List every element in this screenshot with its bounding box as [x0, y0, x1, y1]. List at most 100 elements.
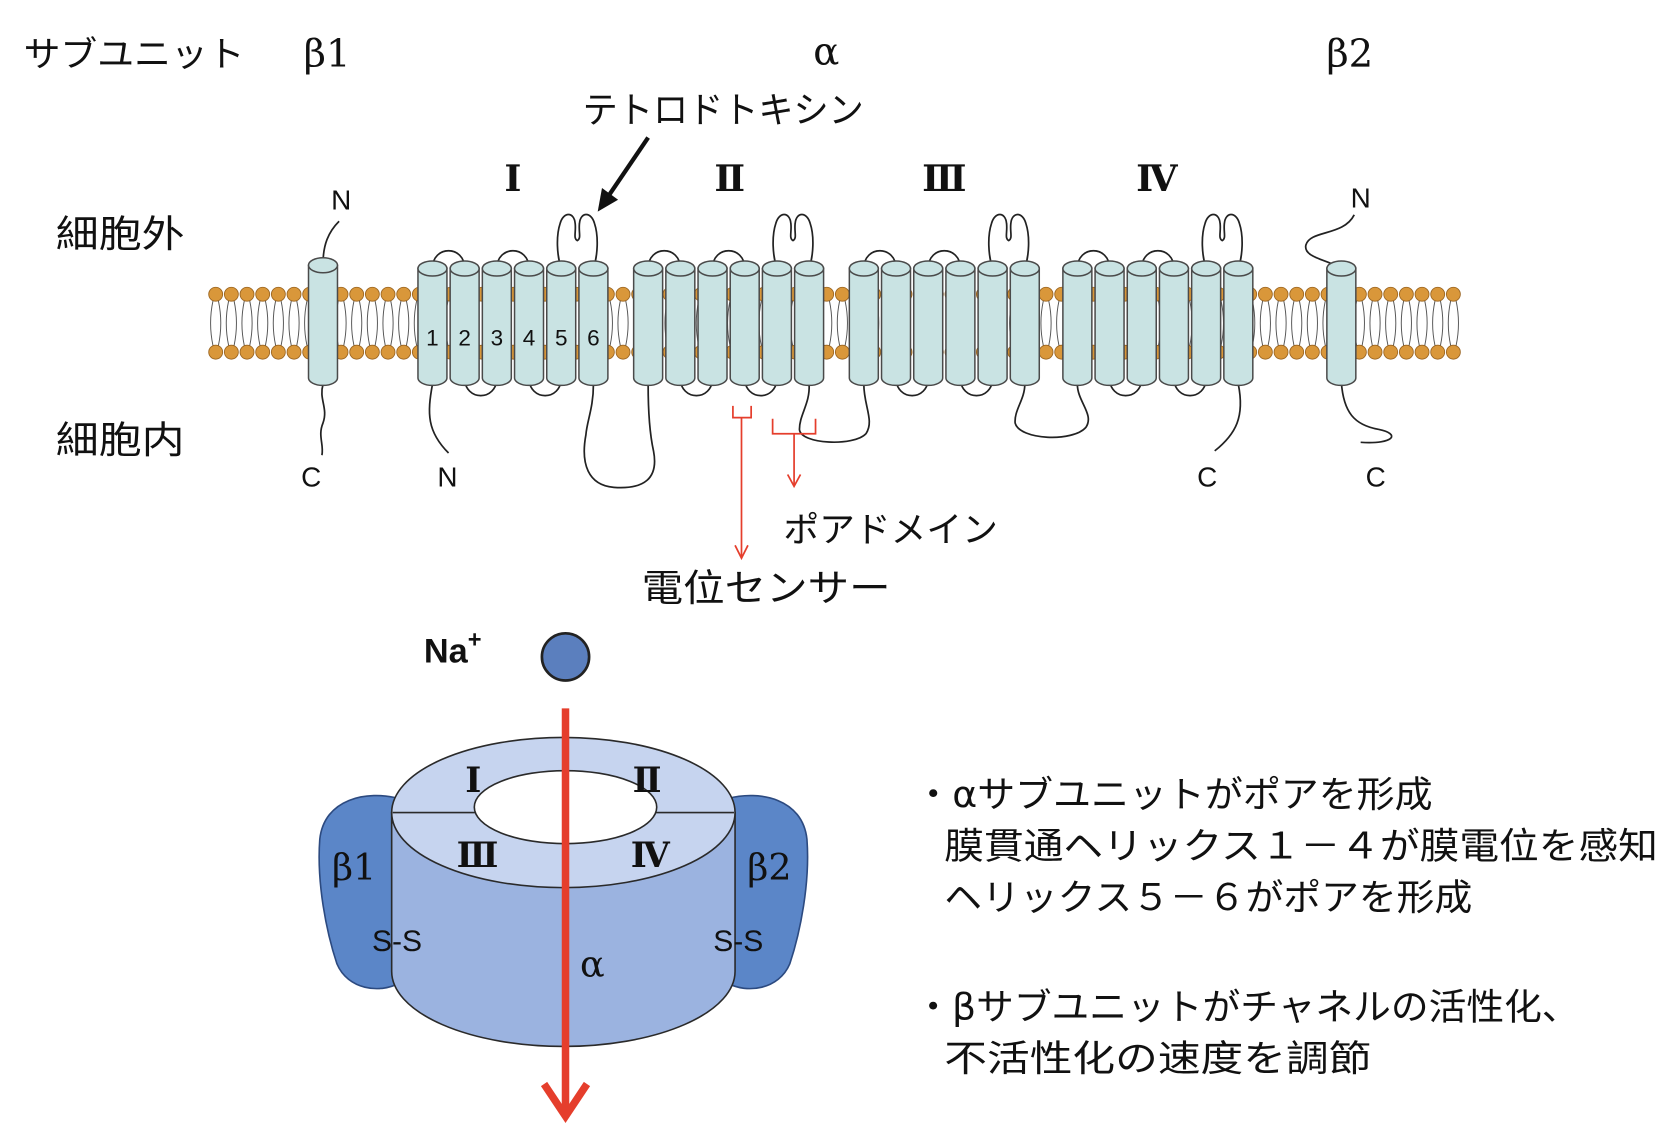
- ring-domain-label-2: Ⅱ: [633, 761, 662, 801]
- lipid-tail: [1416, 300, 1428, 346]
- na-ion-symbol: Na: [424, 632, 469, 670]
- helix-body: [848, 267, 880, 387]
- helix-body: [417, 267, 448, 387]
- voltage-sensor-label: 電位センサー: [642, 566, 891, 610]
- voltage-sensor-arrow-head: [734, 544, 749, 561]
- lipid-tail: [617, 300, 629, 346]
- beta2-subunit-lobe: [726, 794, 809, 990]
- domain-label-3: Ⅲ: [922, 157, 966, 200]
- lipid-tail: [836, 300, 848, 346]
- beta2-heading: β2: [1326, 32, 1373, 77]
- lipid-tail: [210, 300, 222, 346]
- domain-1-pore-loop: [556, 213, 599, 269]
- domain-4-s4-helix: [1158, 260, 1190, 387]
- transmembrane-helices: [307, 256, 1357, 387]
- lipid-head: [380, 286, 396, 302]
- domain-4-s2-helix: [1094, 260, 1125, 387]
- ring-domain-label-3: Ⅲ: [457, 836, 499, 876]
- beta1-c-label: C: [301, 461, 321, 492]
- lipid-head: [270, 344, 286, 360]
- lipid-head: [364, 286, 380, 302]
- note-helix-pore: ヘリックス５－６がポアを形成: [944, 876, 1472, 919]
- lipid-head: [349, 344, 365, 360]
- domain-3-s5-helix: [977, 260, 1008, 387]
- helix-number-5: 5: [555, 326, 568, 351]
- lipid-head: [1398, 286, 1414, 302]
- helix-top: [945, 260, 976, 277]
- tetrodotoxin-arrow-head: [597, 187, 619, 212]
- lipid-head: [286, 286, 302, 302]
- lipid-head: [255, 344, 271, 360]
- lipid-head: [1038, 286, 1054, 302]
- domain-4-s6-helix: [1223, 260, 1254, 387]
- lipid-tail: [1369, 300, 1381, 346]
- domain-4-s5-helix: [1190, 260, 1222, 387]
- lipid-head: [364, 344, 380, 360]
- lipid-head: [208, 344, 224, 360]
- pore-domain-bracket: [771, 418, 817, 435]
- tetrodotoxin-arrow: [597, 136, 650, 212]
- loop-domain-2-3: [798, 384, 871, 443]
- beta2-c-label: C: [1366, 461, 1386, 492]
- domain-3-s4-helix: [945, 260, 976, 387]
- helix-top: [1062, 260, 1093, 277]
- helix-top: [1326, 260, 1357, 277]
- domain-4-s1-helix: [1062, 260, 1093, 387]
- lipid-head: [1414, 286, 1430, 302]
- domain-3-s2-helix: [880, 260, 912, 387]
- tetrodotoxin-arrow-shaft: [607, 136, 650, 196]
- alpha-heading: α: [813, 30, 839, 75]
- lipid-head: [1445, 344, 1461, 360]
- loop-domain-1-2: [583, 384, 656, 489]
- helix-body: [1158, 267, 1190, 387]
- helix-top: [1009, 260, 1041, 277]
- helix-top: [1190, 260, 1222, 277]
- helix-body: [307, 264, 339, 387]
- pore-domain-label: ポアドメイン: [783, 510, 998, 551]
- beta1-c-terminus: [320, 384, 326, 456]
- lipid-head: [1430, 344, 1446, 360]
- lipid-tail: [398, 300, 410, 346]
- beta2-n-terminus: [1305, 214, 1355, 270]
- helix-body: [1190, 267, 1222, 387]
- beta1-n-label: N: [331, 184, 351, 215]
- lipid-head: [1383, 286, 1399, 302]
- helix-top: [665, 260, 696, 277]
- lipid-head: [255, 286, 271, 302]
- helix-top: [1223, 260, 1254, 277]
- helix-body: [632, 267, 664, 387]
- domain-1-s6-helix: [578, 260, 609, 387]
- helix-body: [945, 267, 976, 387]
- lipid-head: [349, 286, 365, 302]
- na-ion-label: Na+: [424, 627, 482, 670]
- helix-number-4: 4: [523, 326, 536, 351]
- domain-2-s6-helix: [793, 260, 825, 387]
- lipid-tail: [1275, 300, 1287, 346]
- domain-2-s2-helix: [665, 260, 696, 387]
- beta2-n-label: N: [1351, 182, 1371, 213]
- helix-body: [977, 267, 1008, 387]
- lipid-tail: [382, 300, 394, 346]
- na-ion-charge: +: [468, 627, 482, 653]
- helix-top: [1158, 260, 1190, 277]
- lipid-tail: [1400, 300, 1412, 346]
- lipid-tail: [1040, 300, 1052, 346]
- loop-domain-3-4: [1014, 384, 1090, 439]
- voltage-sensor-marker: [732, 405, 753, 561]
- tetrodotoxin-label: テトロドトキシン: [583, 89, 864, 132]
- lipid-head: [615, 286, 631, 302]
- helix-top: [417, 260, 448, 277]
- lipid-head: [223, 344, 239, 360]
- ring-domain-label-1: Ⅰ: [465, 761, 481, 801]
- alpha-c-label: C: [1197, 461, 1217, 492]
- beta2-lobe-label: β2: [747, 846, 791, 889]
- beta1-lobe-label: β1: [332, 846, 376, 889]
- helix-number-2: 2: [458, 326, 471, 351]
- beta2-c-terminus: [1340, 382, 1393, 444]
- lipid-head: [208, 286, 224, 302]
- helix-body: [665, 267, 696, 387]
- lipid-tail: [1306, 300, 1318, 346]
- domain-3-s6-helix: [1009, 260, 1041, 387]
- lipid-head: [1414, 344, 1430, 360]
- na-ion: [540, 631, 591, 682]
